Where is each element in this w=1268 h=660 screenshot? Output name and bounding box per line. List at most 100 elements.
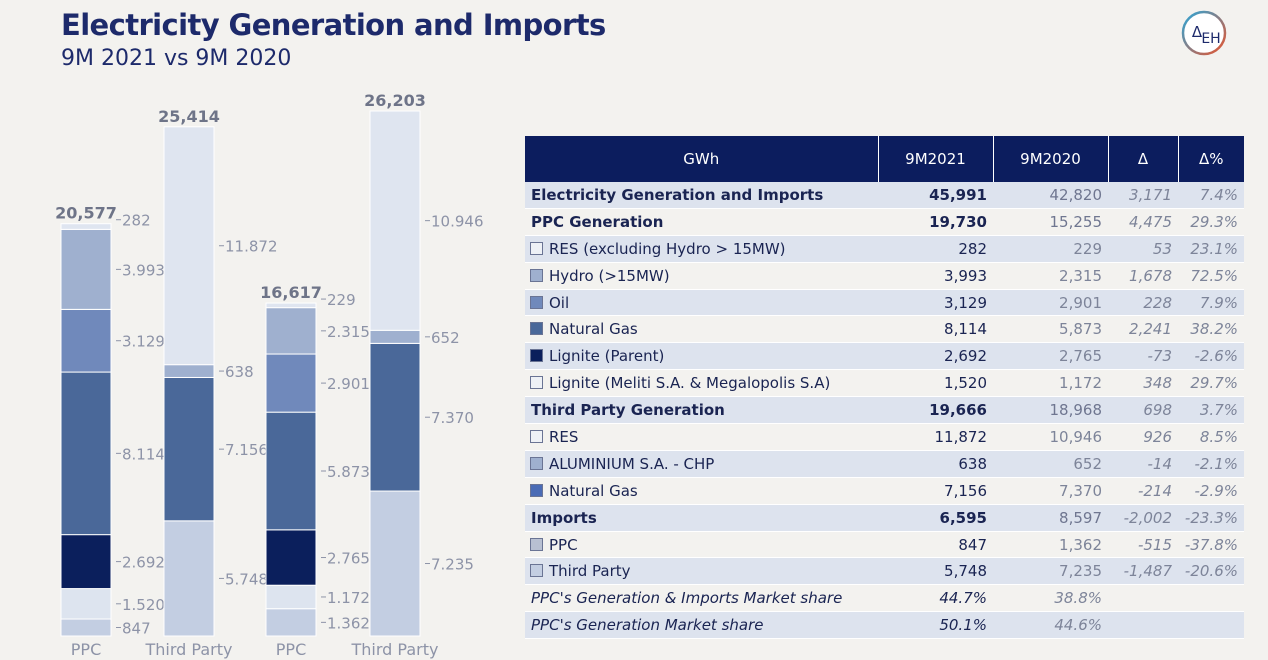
col-header-gwh: GWh — [525, 136, 879, 182]
cell-9m2021-text: 50.1% — [939, 616, 987, 635]
bar-segment — [265, 584, 317, 610]
bar-total-label: 25,414 — [158, 107, 220, 126]
bar-segment — [163, 364, 215, 378]
table-row: PPC's Generation & Imports Market share 4… — [525, 584, 1244, 613]
segment-value-label: 1.520 — [122, 596, 165, 614]
cell-delta-pct: 23.1% — [1178, 235, 1244, 263]
table-row: Electricity Generation and Imports 45,991… — [525, 182, 1244, 209]
bar-segment — [163, 376, 215, 522]
cell-delta-pct: -2.9% — [1178, 477, 1244, 505]
segment-value-label: 2.315 — [327, 323, 370, 341]
row-label: Electricity Generation and Imports — [525, 182, 878, 209]
cell-9m2021: 44.7% — [878, 584, 993, 613]
cell-delta-pct: -2.1% — [1178, 450, 1244, 478]
cell-9m2020-text: 44.6% — [1054, 616, 1102, 635]
bar-segment — [163, 520, 215, 637]
cell-9m2020-text: 7,370 — [1059, 481, 1102, 500]
row-label-text: Lignite (Parent) — [549, 347, 665, 366]
cell-9m2020-text: 15,255 — [1049, 212, 1103, 231]
legend-swatch — [530, 295, 543, 309]
segment-value-label: 282 — [122, 212, 151, 230]
cell-9m2020: 18,968 — [993, 396, 1108, 425]
row-label: ALUMINIUM S.A. - CHP — [525, 450, 878, 478]
row-label-text: Third Party Generation — [531, 401, 725, 420]
row-label: PPC Generation — [525, 208, 878, 236]
bar-segment — [60, 534, 112, 590]
cell-9m2020-text: 18,968 — [1049, 401, 1103, 420]
cell-9m2021-text: 3,129 — [944, 293, 987, 312]
cell-delta-pct-text: -20.6% — [1184, 562, 1238, 581]
cell-9m2020: 8,597 — [993, 504, 1108, 532]
cell-delta-pct-text: 7.4% — [1199, 185, 1238, 204]
cell-9m2020: 7,235 — [993, 557, 1108, 586]
segment-value-label: 847 — [122, 620, 151, 638]
cell-9m2020-text: 38.8% — [1054, 589, 1102, 608]
cell-delta: -515 — [1108, 531, 1178, 559]
cell-9m2020: 652 — [993, 450, 1108, 478]
cell-delta-pct-text: 8.5% — [1199, 427, 1238, 446]
bar-segment — [60, 371, 112, 536]
row-label: Third Party Generation — [525, 396, 878, 425]
bar-segment — [369, 490, 421, 637]
cell-9m2021: 3,993 — [878, 262, 993, 290]
cell-9m2020-text: 229 — [1073, 239, 1102, 258]
row-label-text: RES (excluding Hydro > 15MW) — [549, 239, 786, 258]
cell-delta-pct: 29.3% — [1178, 208, 1244, 236]
bar-total-label: 20,577 — [55, 204, 117, 223]
row-label: Hydro (>15MW) — [525, 262, 878, 290]
table-row: Hydro (>15MW) 3,993 2,315 1,678 72.5% — [525, 262, 1244, 290]
table-row: PPC 847 1,362 -515 -37.8% — [525, 531, 1244, 559]
cell-9m2021: 8,114 — [878, 315, 993, 344]
cell-9m2020-text: 1,362 — [1059, 535, 1102, 554]
cell-delta: -2,002 — [1108, 504, 1178, 532]
row-label: Natural Gas — [525, 315, 878, 344]
cell-delta-pct-text: 72.5% — [1190, 266, 1238, 285]
cell-delta-pct-text: 29.7% — [1190, 374, 1238, 393]
row-label-text: Imports — [531, 508, 597, 527]
bar-segment — [369, 329, 421, 344]
bar-segment — [265, 353, 317, 413]
cell-delta-pct-text: 23.1% — [1190, 239, 1238, 258]
cell-9m2021: 2,692 — [878, 342, 993, 371]
cell-delta-pct: 72.5% — [1178, 262, 1244, 290]
table-header-row: GWh 9M2021 9M2020 Δ Δ% — [525, 136, 1244, 182]
cell-9m2021: 1,520 — [878, 369, 993, 398]
cell-9m2021-text: 19,730 — [929, 212, 987, 231]
row-label-text: PPC's Generation Market share — [531, 616, 764, 635]
legend-swatch — [530, 349, 543, 363]
cell-delta-pct: 8.5% — [1178, 423, 1244, 451]
cell-delta-pct: -20.6% — [1178, 557, 1244, 586]
segment-value-label: 1.362 — [327, 614, 370, 632]
cell-9m2020: 1,362 — [993, 531, 1108, 559]
table-row: Natural Gas 7,156 7,370 -214 -2.9% — [525, 477, 1244, 505]
cell-delta-text: 53 — [1152, 239, 1172, 258]
cell-delta-text: -14 — [1147, 454, 1173, 473]
cell-9m2020-text: 2,901 — [1059, 293, 1102, 312]
cell-9m2020: 15,255 — [993, 208, 1108, 236]
bar-segment — [163, 126, 215, 366]
stacked-bar-chart: 847 1.520 2.692 8.114 3.129 3.993 282 20,577 PPC… — [55, 91, 484, 659]
row-label-text: Natural Gas — [549, 481, 638, 500]
cell-delta: 228 — [1108, 289, 1178, 317]
col-header-9m2021: 9M2021 — [878, 136, 994, 182]
cell-delta-pct-text: 3.7% — [1199, 401, 1238, 420]
segment-value-label: 10.946 — [431, 213, 484, 231]
category-label: PPC — [276, 640, 306, 659]
cell-delta-pct: 7.9% — [1178, 289, 1244, 317]
cell-9m2021: 638 — [878, 450, 993, 478]
row-label-text: Electricity Generation and Imports — [531, 185, 824, 204]
cell-9m2021-text: 638 — [958, 454, 987, 473]
cell-9m2020-text: 2,315 — [1059, 266, 1102, 285]
table-row: Lignite (Meliti S.A. & Megalopolis S.A) 1… — [525, 369, 1244, 398]
cell-9m2021-text: 5,748 — [944, 562, 987, 581]
cell-delta-text: -1,487 — [1123, 562, 1172, 581]
legend-swatch — [530, 268, 543, 282]
cell-9m2020: 42,820 — [993, 182, 1108, 209]
cell-delta-text: -515 — [1137, 535, 1172, 554]
cell-9m2020-text: 8,597 — [1059, 508, 1102, 527]
cell-delta-text: -214 — [1137, 481, 1172, 500]
table-row: RES 11,872 10,946 926 8.5% — [525, 423, 1244, 451]
bar-total-label: 16,617 — [260, 283, 322, 302]
cell-delta-pct-text: -23.3% — [1184, 508, 1238, 527]
col-header-delta-pct: Δ% — [1178, 136, 1244, 182]
